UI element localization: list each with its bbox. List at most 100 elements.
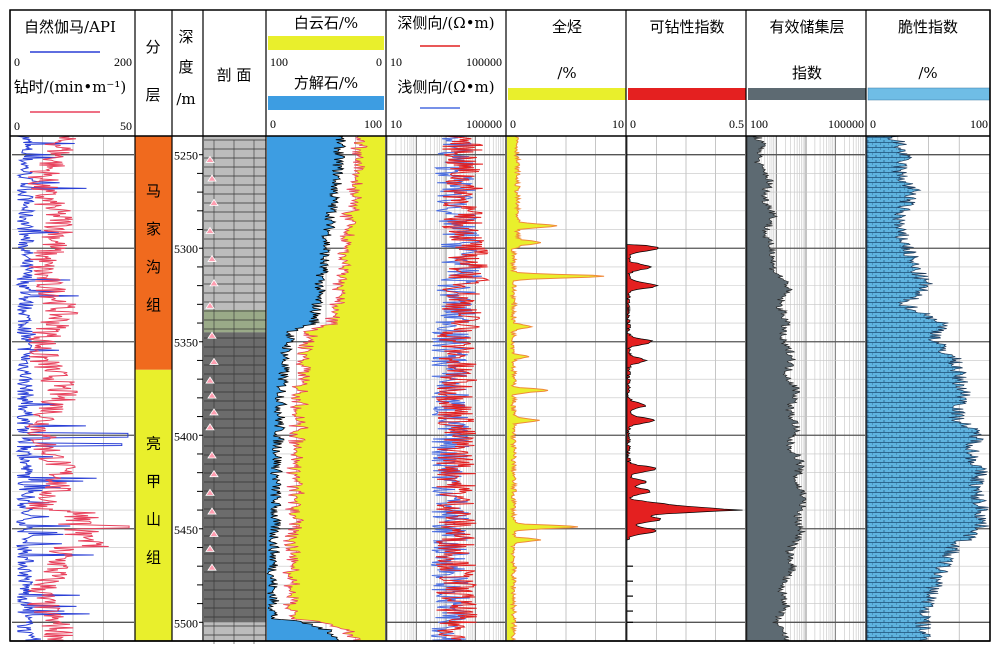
chert-nodule-icon	[205, 301, 215, 309]
calcite-area	[267, 136, 346, 641]
chert-nodule-icon	[209, 198, 219, 206]
depth-label-bg	[173, 427, 199, 443]
res-title-2: 指数	[792, 64, 822, 82]
res-title: 有效储集层	[769, 18, 844, 36]
chert-nodule-icon	[205, 155, 215, 163]
brit-unit: /%	[918, 64, 937, 82]
chert-nodule-icon	[205, 544, 215, 552]
cal-max: 100	[364, 117, 382, 131]
depth-label-bg	[173, 240, 199, 256]
depth-label-c: /m	[176, 90, 195, 108]
res-min: 100	[750, 117, 768, 131]
depth-label: 5400	[174, 429, 198, 443]
layer-label-a: 分	[145, 38, 160, 56]
brit-title: 脆性指数	[898, 18, 958, 36]
formation-label: 马	[146, 182, 161, 200]
drill-max: 0.5	[729, 117, 744, 131]
dolomite-area	[282, 136, 385, 641]
gamma-ray-curve	[15, 135, 129, 642]
profile-label: 剖 面	[217, 66, 252, 84]
chert-nodule-icon	[207, 391, 217, 399]
brit-legend	[867, 87, 991, 101]
depth-label: 5350	[174, 336, 198, 350]
dol-legend	[268, 36, 384, 50]
chert-nodule-icon	[205, 488, 215, 496]
formation-band	[135, 369, 172, 641]
formation-label: 沟	[146, 258, 161, 276]
depth-label: 5450	[174, 523, 198, 537]
tg-title: 全烃	[552, 18, 582, 36]
formation-label: 亮	[146, 434, 161, 452]
lld-title: 深侧向/(Ω•m)	[397, 14, 494, 32]
depth-label: 5300	[174, 242, 198, 256]
dol-title: 白云石/%	[294, 14, 358, 32]
header-row: 自然伽马/API 0 200 钻时/(min•m⁻¹) 0 50 分 层 深 度…	[14, 14, 991, 133]
drill-legend	[628, 88, 746, 100]
tg-unit: /%	[557, 64, 576, 82]
lld-min: 10	[390, 55, 402, 69]
depth-label-bg	[173, 333, 199, 349]
brit-min: 0	[870, 117, 876, 131]
drill-min: 0	[630, 117, 636, 131]
cal-title: 方解石/%	[294, 74, 358, 92]
chert-nodule-icon	[205, 376, 215, 384]
brit-max: 100	[970, 117, 988, 131]
chert-nodule-icon	[207, 254, 217, 262]
lithology-green-band	[204, 309, 266, 333]
formation-band	[135, 136, 172, 370]
dt-max: 50	[120, 119, 132, 133]
lls-min: 10	[390, 117, 402, 131]
chert-nodule-icon	[205, 226, 215, 234]
chert-nodule-icon	[207, 451, 217, 459]
cal-legend	[268, 96, 384, 110]
gr-min: 0	[14, 55, 20, 69]
dolomite-edge	[282, 135, 368, 642]
tg-max: 10	[612, 117, 624, 131]
deep-laterolog-curve	[435, 135, 490, 642]
chert-nodule-icon	[209, 279, 219, 287]
brittleness-area	[866, 135, 989, 642]
formation-label: 组	[146, 548, 161, 566]
drillability-area	[626, 136, 743, 641]
formation-label: 家	[146, 220, 161, 238]
tg-legend	[508, 88, 626, 100]
chert-nodule-icon	[209, 529, 219, 537]
res-max: 100000	[828, 117, 864, 131]
chert-nodule-icon	[205, 423, 215, 431]
chert-nodule-icon	[209, 357, 219, 365]
reservoir-index-area	[746, 135, 808, 642]
frame-lines	[9, 9, 991, 642]
formation-label: 组	[146, 296, 161, 314]
drill-title: 可钻性指数	[649, 18, 724, 36]
cal-min: 0	[270, 117, 276, 131]
formation-label: 山	[146, 510, 161, 528]
chert-nodule-icon	[207, 563, 217, 571]
lls-max: 100000	[466, 117, 502, 131]
depth-label-b: 度	[178, 58, 193, 76]
dt-title: 钻时/(min•m⁻¹)	[14, 78, 126, 96]
depth-label-a: 深	[178, 28, 193, 46]
chert-nodule-icon	[209, 408, 219, 416]
layer-label-b: 层	[145, 86, 160, 104]
gr-max: 200	[114, 55, 132, 69]
lld-max: 100000	[466, 55, 502, 69]
chert-nodule-icon	[207, 174, 217, 182]
dol-max: 0	[376, 55, 382, 69]
res-legend	[748, 88, 866, 100]
chert-nodule-icon	[207, 507, 217, 515]
depth-label: 5500	[174, 616, 198, 630]
depth-label-bg	[173, 520, 199, 536]
chert-nodule-icon	[209, 469, 219, 478]
dol-min: 100	[270, 55, 288, 69]
lithology-dark	[204, 332, 266, 623]
formation-label: 甲	[146, 472, 161, 490]
depth-label-bg	[173, 614, 199, 630]
calcite-edge	[266, 135, 347, 642]
gr-title: 自然伽马/API	[24, 18, 116, 36]
depth-label: 5250	[174, 149, 198, 163]
chert-nodule-icon	[207, 331, 217, 339]
drill-time-curve	[25, 135, 130, 642]
lls-title: 浅侧向/(Ω•m)	[397, 78, 494, 96]
